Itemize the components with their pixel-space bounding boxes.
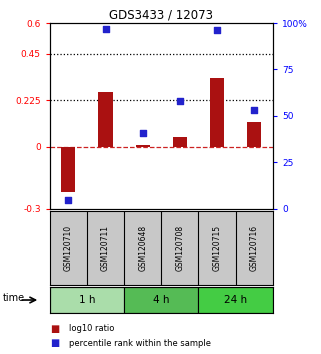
Text: GSM120710: GSM120710 bbox=[64, 225, 73, 271]
Title: GDS3433 / 12073: GDS3433 / 12073 bbox=[109, 9, 213, 22]
Text: 1 h: 1 h bbox=[79, 295, 95, 305]
Text: GSM120716: GSM120716 bbox=[250, 225, 259, 271]
Bar bbox=[99, 92, 113, 147]
Bar bbox=[173, 137, 187, 147]
Text: ■: ■ bbox=[50, 338, 59, 348]
Text: 4 h: 4 h bbox=[153, 295, 169, 305]
Bar bbox=[198, 287, 273, 313]
Text: GSM120708: GSM120708 bbox=[175, 225, 184, 271]
Bar bbox=[210, 78, 224, 147]
Text: percentile rank within the sample: percentile rank within the sample bbox=[69, 339, 211, 348]
Bar bbox=[61, 147, 75, 192]
Bar bbox=[247, 122, 261, 147]
Point bbox=[214, 28, 220, 33]
Text: ■: ■ bbox=[50, 324, 59, 333]
Text: 24 h: 24 h bbox=[224, 295, 247, 305]
Point bbox=[66, 197, 71, 202]
Point bbox=[252, 108, 257, 113]
Text: log10 ratio: log10 ratio bbox=[69, 324, 114, 333]
Text: time: time bbox=[3, 293, 25, 303]
Text: GSM120648: GSM120648 bbox=[138, 225, 147, 271]
Text: GSM120715: GSM120715 bbox=[213, 225, 221, 271]
Point bbox=[140, 130, 145, 136]
Text: GSM120711: GSM120711 bbox=[101, 225, 110, 271]
Bar bbox=[124, 287, 198, 313]
Point bbox=[177, 98, 182, 104]
Bar bbox=[50, 287, 124, 313]
Bar bbox=[136, 145, 150, 147]
Point bbox=[103, 26, 108, 32]
